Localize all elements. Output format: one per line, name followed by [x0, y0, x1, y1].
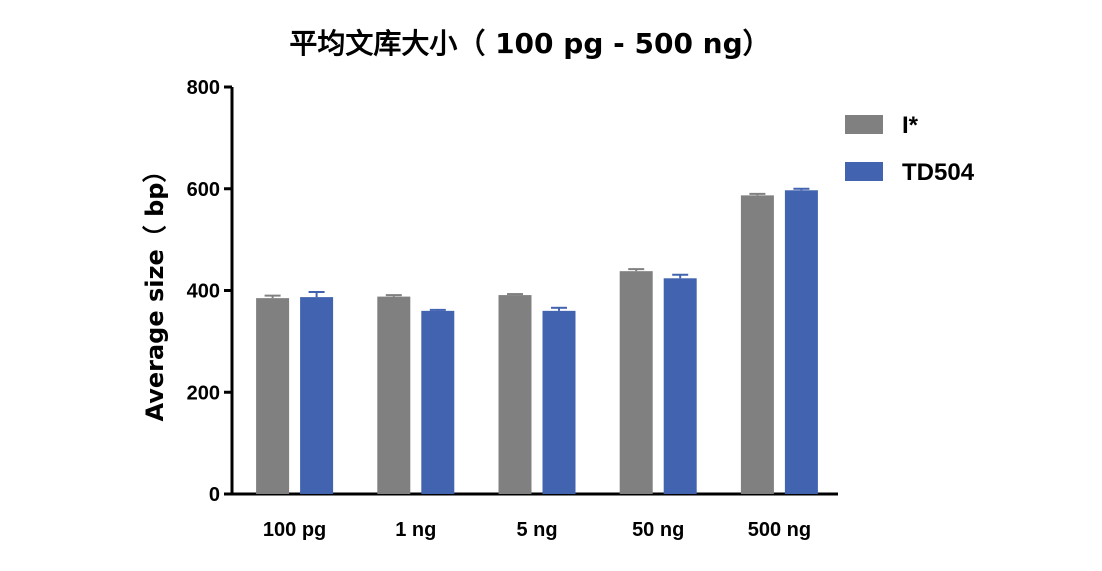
- x-tick-label: 50 ng: [632, 519, 684, 541]
- bar: [663, 278, 697, 494]
- x-tick-label: 1 ng: [395, 519, 436, 541]
- bar: [256, 298, 290, 494]
- legend-swatch: [845, 115, 883, 134]
- x-tick-label: 5 ng: [516, 519, 557, 541]
- y-tick-label: 200: [187, 382, 220, 404]
- bar: [784, 190, 818, 494]
- bar: [300, 297, 334, 494]
- legend-label: TD504: [902, 159, 975, 186]
- x-tick-label: 500 ng: [748, 519, 811, 541]
- y-tick-label: 0: [209, 484, 220, 506]
- bars-group: [256, 187, 818, 494]
- legend: I* TD504: [845, 112, 975, 186]
- bar: [740, 195, 774, 494]
- bar: [421, 310, 455, 494]
- bar: [498, 295, 532, 494]
- y-tick-label: 600: [187, 179, 220, 201]
- x-tick-label: 100 pg: [263, 519, 326, 541]
- bar: [377, 296, 411, 494]
- legend-label: I*: [902, 112, 919, 139]
- y-tick-label: 800: [187, 77, 220, 99]
- y-tick-label: 400: [187, 281, 220, 303]
- chart-title: 平均文库大小（ 100 pg - 500 ng）: [289, 27, 770, 60]
- legend-swatch: [845, 162, 883, 181]
- bar: [542, 310, 576, 494]
- y-axis-label: Average size（ bp）: [141, 159, 169, 422]
- bar: [619, 271, 653, 494]
